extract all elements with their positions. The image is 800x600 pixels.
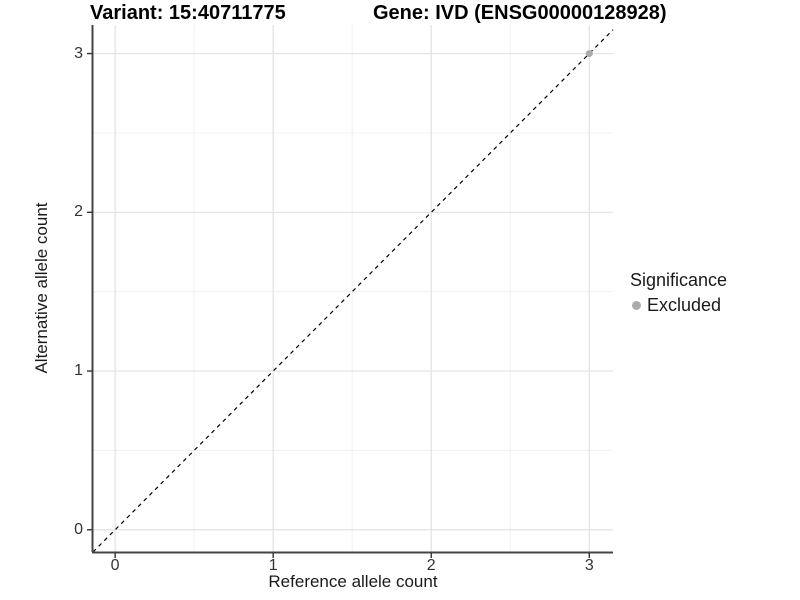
x-axis-label: Reference allele count [268,572,438,591]
data-point-excluded [585,50,593,58]
legend-title: Significance [630,270,728,290]
y-tick-label: 1 [74,362,83,380]
x-tick-label: 3 [584,557,594,574]
legend: Significance Excluded [630,269,727,316]
plot-title-gene: Gene: IVD (ENSG00000128928) [373,2,667,24]
x-tick-label: 0 [110,557,120,574]
x-tick-label: 1 [268,557,278,574]
x-tick-label: 2 [426,557,436,574]
identity-reference-line [92,29,614,553]
y-tick-label: 2 [74,203,83,221]
plot-title-variant: Variant: 15:40711775 [90,2,286,24]
y-axis-label: Alternative allele count [32,202,51,374]
y-tick-label: 0 [74,520,83,538]
legend-item-label: Excluded [647,295,722,315]
legend-point-icon [632,300,641,310]
legend-item-excluded: Excluded [632,294,727,316]
y-tick-label: 3 [74,44,83,62]
